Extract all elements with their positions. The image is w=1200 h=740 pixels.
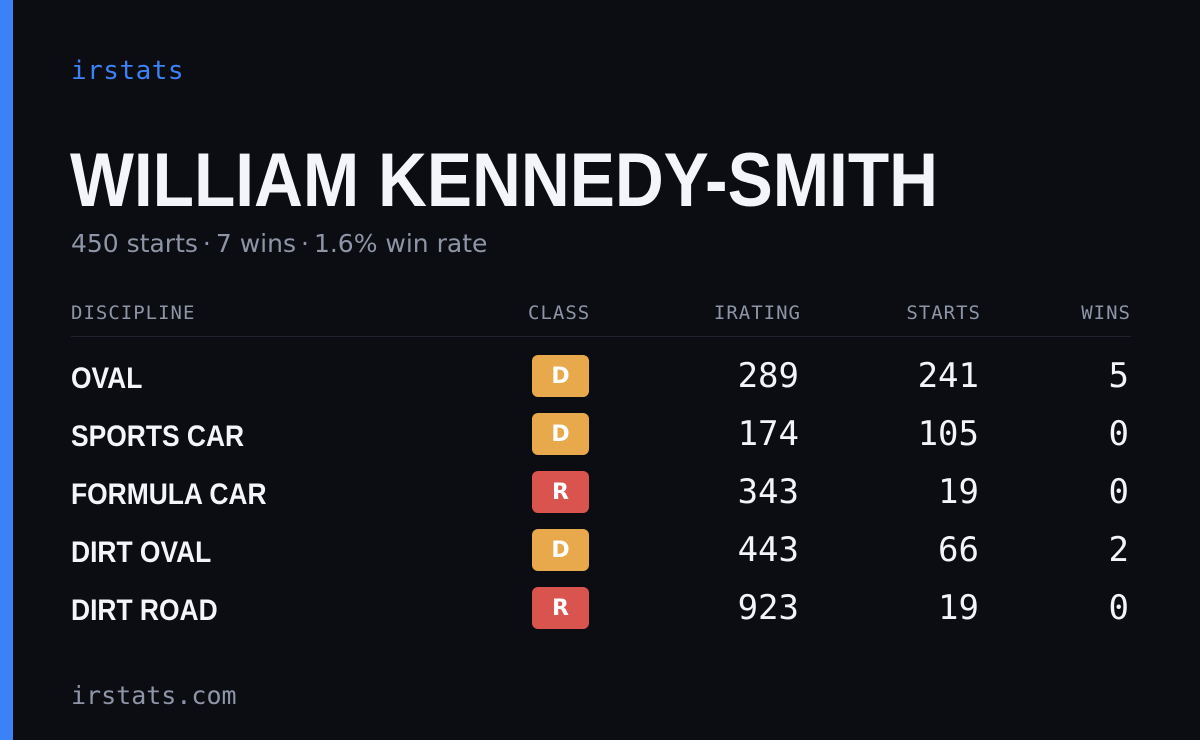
irating-value: 343 bbox=[737, 472, 799, 512]
starts-value: 19 bbox=[938, 588, 979, 628]
header-irating: IRATING bbox=[713, 302, 801, 324]
wins-value: 0 bbox=[1108, 588, 1129, 628]
driver-summary: 450 starts · 7 wins · 1.6% win rate bbox=[71, 229, 487, 258]
starts-value: 19 bbox=[938, 472, 979, 512]
class-badge: D bbox=[532, 413, 589, 455]
wins-value: 2 bbox=[1108, 530, 1129, 570]
discipline-name: DIRT ROAD bbox=[71, 594, 218, 627]
irating-value: 923 bbox=[737, 588, 799, 628]
table-row: OVAL D 289 241 5 bbox=[71, 352, 1131, 410]
class-badge: D bbox=[532, 529, 589, 571]
class-badge: R bbox=[532, 587, 589, 629]
table-row: SPORTS CAR D 174 105 0 bbox=[71, 410, 1131, 468]
header-discipline: DISCIPLINE bbox=[71, 302, 196, 324]
summary-wins: 7 wins bbox=[215, 229, 296, 258]
discipline-name: FORMULA CAR bbox=[71, 478, 267, 511]
accent-bar bbox=[0, 0, 13, 740]
brand-logo-text: irstats bbox=[71, 56, 185, 86]
irating-value: 289 bbox=[737, 356, 799, 396]
driver-name: WILLIAM KENNEDY-SMITH bbox=[70, 138, 939, 223]
table-header: DISCIPLINE CLASS IRATING STARTS WINS bbox=[71, 296, 1131, 337]
summary-separator: · bbox=[301, 229, 309, 258]
wins-value: 0 bbox=[1108, 414, 1129, 454]
wins-value: 0 bbox=[1108, 472, 1129, 512]
header-wins: WINS bbox=[1081, 302, 1131, 324]
header-starts: STARTS bbox=[906, 302, 981, 324]
wins-value: 5 bbox=[1108, 356, 1129, 396]
table-body: OVAL D 289 241 5 SPORTS CAR D 174 105 0 … bbox=[71, 352, 1131, 642]
header-class: CLASS bbox=[528, 302, 591, 324]
starts-value: 66 bbox=[938, 530, 979, 570]
starts-value: 105 bbox=[917, 414, 979, 454]
discipline-name: DIRT OVAL bbox=[71, 536, 212, 569]
discipline-table: DISCIPLINE CLASS IRATING STARTS WINS OVA… bbox=[71, 296, 1131, 642]
discipline-name: OVAL bbox=[71, 362, 143, 395]
footer-url: irstats.com bbox=[71, 681, 237, 710]
class-badge: D bbox=[532, 355, 589, 397]
table-row: DIRT ROAD R 923 19 0 bbox=[71, 584, 1131, 642]
irating-value: 443 bbox=[737, 530, 799, 570]
summary-starts: 450 starts bbox=[71, 229, 198, 258]
table-row: FORMULA CAR R 343 19 0 bbox=[71, 468, 1131, 526]
class-badge: R bbox=[532, 471, 589, 513]
summary-separator: · bbox=[202, 229, 211, 258]
discipline-name: SPORTS CAR bbox=[71, 420, 245, 453]
irating-value: 174 bbox=[737, 414, 799, 454]
table-row: DIRT OVAL D 443 66 2 bbox=[71, 526, 1131, 584]
starts-value: 241 bbox=[917, 356, 979, 396]
summary-win-rate: 1.6% win rate bbox=[313, 229, 488, 258]
